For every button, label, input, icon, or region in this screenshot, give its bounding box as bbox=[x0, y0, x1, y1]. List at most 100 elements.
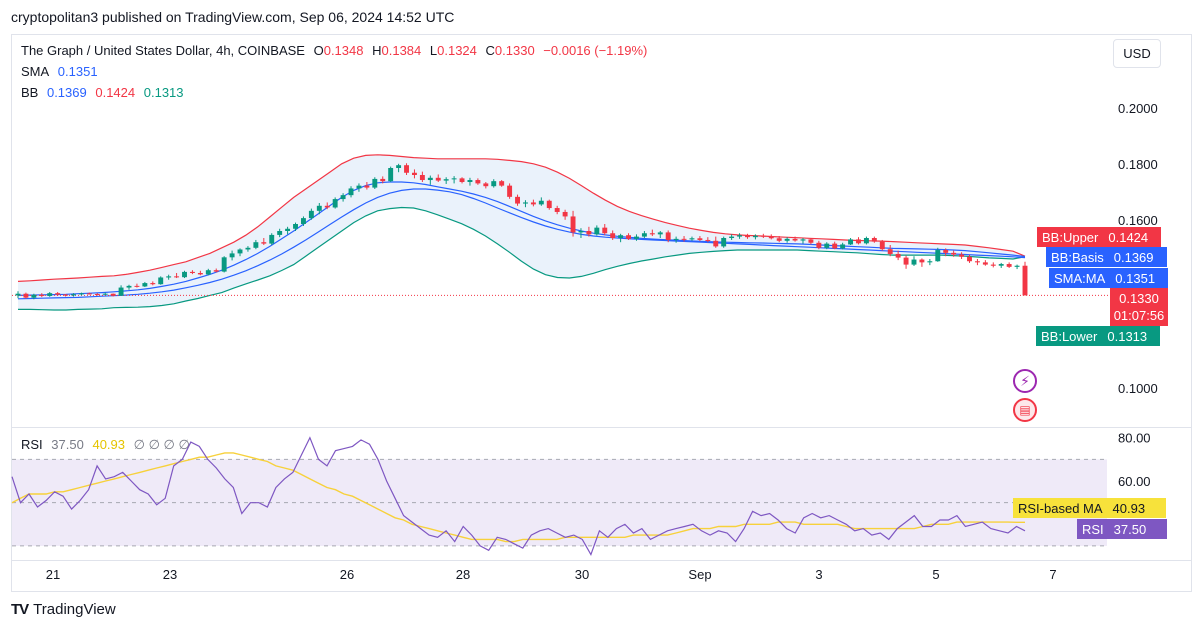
bb-basis-tag: BB:Basis 0.1369 bbox=[1046, 247, 1167, 267]
candle-body bbox=[911, 259, 917, 265]
candle-body bbox=[729, 236, 735, 238]
candle-body bbox=[768, 236, 774, 239]
candle-body bbox=[308, 210, 314, 219]
rsi-legend-value: 37.50 bbox=[51, 437, 84, 452]
candle-body bbox=[245, 247, 251, 250]
candle-body bbox=[174, 276, 180, 278]
candle-body bbox=[404, 165, 409, 173]
candle-body bbox=[126, 285, 132, 288]
sma-line bbox=[17, 188, 1026, 300]
bollinger-band-area bbox=[18, 154, 1025, 310]
candle-body bbox=[990, 264, 996, 266]
candle-body bbox=[665, 232, 671, 240]
candle-body bbox=[974, 261, 980, 263]
candle-body bbox=[871, 238, 877, 242]
candle-body bbox=[816, 242, 822, 248]
bb-label: BB bbox=[21, 85, 39, 100]
candle-body bbox=[641, 233, 647, 237]
bb-upper-tag-value: 0.1424 bbox=[1103, 227, 1162, 247]
candle-body bbox=[142, 283, 148, 287]
time-axis-label: 23 bbox=[163, 567, 177, 582]
candle-body bbox=[71, 294, 76, 296]
candle-body bbox=[269, 234, 275, 244]
rsi-ma-tag: RSI-based MA 40.93 bbox=[1013, 498, 1166, 518]
candle-body bbox=[546, 200, 552, 209]
candle-body bbox=[998, 264, 1004, 266]
candle-body bbox=[792, 238, 798, 241]
ohlc-legend: The Graph / United States Dollar, 4h, CO… bbox=[21, 43, 652, 58]
high-value: 0.1384 bbox=[381, 43, 422, 58]
candle-body bbox=[887, 249, 893, 254]
candle-body bbox=[507, 185, 513, 197]
rsi-tag-value: 37.50 bbox=[1108, 519, 1167, 539]
candle-body bbox=[951, 252, 957, 255]
candle-body bbox=[300, 218, 306, 224]
candle-body bbox=[459, 178, 465, 182]
candle-body bbox=[293, 224, 298, 229]
candle-body bbox=[253, 242, 259, 248]
currency-button[interactable]: USD bbox=[1113, 39, 1161, 68]
bb-legend[interactable]: BB 0.1369 0.1424 0.1313 bbox=[21, 85, 189, 100]
candle-body bbox=[578, 231, 584, 233]
candle-body bbox=[681, 238, 687, 240]
sma-tag: SMA:MA 0.1351 bbox=[1049, 268, 1169, 288]
sma-legend[interactable]: SMA 0.1351 bbox=[21, 64, 103, 79]
time-axis-label: 26 bbox=[340, 567, 354, 582]
candle-body bbox=[340, 195, 346, 200]
candle-body bbox=[618, 235, 624, 238]
time-axis-label: 28 bbox=[456, 567, 470, 582]
candle-body bbox=[316, 205, 322, 211]
candle-body bbox=[586, 231, 592, 235]
tradingview-logo[interactable]: TV TradingView bbox=[11, 601, 116, 618]
close-value: 0.1330 bbox=[494, 43, 535, 58]
time-axis-label: 5 bbox=[932, 567, 939, 582]
rsi-line bbox=[11, 436, 1026, 557]
candle-body bbox=[475, 180, 481, 184]
candle-body bbox=[610, 233, 616, 238]
candle-body bbox=[277, 231, 283, 235]
high-key: H bbox=[372, 43, 382, 58]
candle-body bbox=[752, 235, 758, 238]
candle-body bbox=[745, 235, 750, 238]
bb-basis-value: 0.1369 bbox=[46, 85, 87, 100]
tradingview-brand: TradingView bbox=[33, 601, 116, 618]
candle-body bbox=[150, 283, 156, 285]
symbol-title[interactable]: The Graph / United States Dollar, 4h, CO… bbox=[21, 43, 305, 58]
us-flag-icon[interactable]: ▤ bbox=[1013, 398, 1037, 422]
time-axis-label: 21 bbox=[46, 567, 60, 582]
rsi-tag: RSI 37.50 bbox=[1077, 519, 1167, 539]
candle-body bbox=[94, 294, 100, 295]
candle-body bbox=[737, 235, 743, 237]
candle-body bbox=[515, 196, 520, 204]
sma-tag-value: 0.1351 bbox=[1110, 268, 1169, 288]
candle-body bbox=[483, 183, 489, 187]
candle-body bbox=[697, 238, 703, 240]
lightning-icon[interactable]: ⚡ bbox=[1013, 369, 1037, 393]
candle-body bbox=[673, 238, 679, 240]
candle-body bbox=[530, 202, 536, 205]
candle-body bbox=[943, 250, 949, 253]
rsi-legend[interactable]: RSI 37.50 40.93 ∅ ∅ ∅ ∅ bbox=[21, 437, 195, 453]
candle-body bbox=[760, 235, 766, 237]
price-axis-label: 0.1600 bbox=[1118, 213, 1158, 228]
bb-lower-value: 0.1313 bbox=[143, 85, 184, 100]
candle-body bbox=[982, 262, 988, 265]
candle-body bbox=[895, 253, 901, 258]
bb-upper-value: 0.1424 bbox=[95, 85, 136, 100]
candle-body bbox=[372, 178, 378, 188]
candle-body bbox=[435, 177, 441, 181]
bb-lower-tag-label: BB:Lower bbox=[1036, 326, 1103, 346]
candle-body bbox=[380, 178, 386, 182]
close-key: C bbox=[485, 43, 495, 58]
candle-body bbox=[1022, 265, 1028, 296]
open-value: 0.1348 bbox=[323, 43, 364, 58]
candle-body bbox=[959, 254, 965, 257]
candle-body bbox=[927, 261, 933, 263]
rsi-ma-tag-value: 40.93 bbox=[1107, 498, 1166, 518]
grid-layer bbox=[11, 427, 1192, 561]
candle-body bbox=[523, 202, 528, 204]
candle-body bbox=[721, 238, 727, 247]
chart-frame bbox=[11, 34, 1192, 592]
bb-upper-tag-label: BB:Upper bbox=[1037, 227, 1104, 247]
